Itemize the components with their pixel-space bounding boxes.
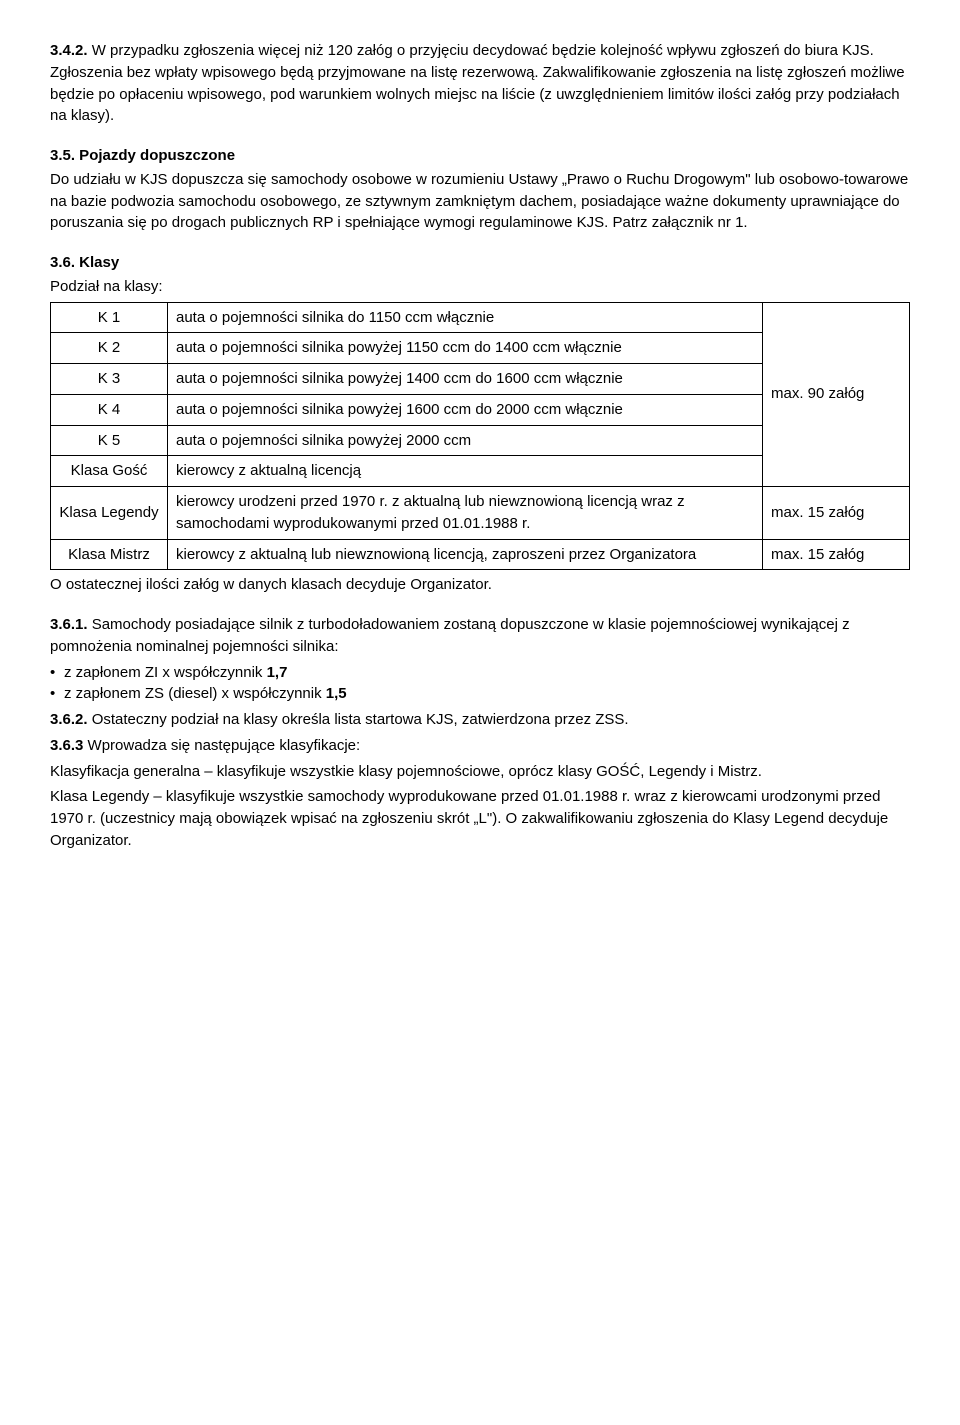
list-item: • z zapłonem ZS (diesel) x współczynnik … [50, 683, 910, 705]
class-cell: Klasa Gość [51, 456, 168, 487]
class-cell: K 1 [51, 302, 168, 333]
bullet-list: • z zapłonem ZI x współczynnik 1,7 • z z… [50, 662, 910, 706]
class-cell: K 2 [51, 333, 168, 364]
class-cell: K 3 [51, 364, 168, 395]
classification-line: Klasyfikacja generalna – klasyfikuje wsz… [50, 761, 910, 783]
class-cell: K 4 [51, 394, 168, 425]
section-3-6-2: 3.6.2. Ostateczny podział na klasy okreś… [50, 709, 910, 731]
bullet-icon: • [50, 662, 64, 684]
classification-line: Klasa Legendy – klasyfikuje wszystkie sa… [50, 786, 910, 851]
desc-cell: kierowcy urodzeni przed 1970 r. z aktual… [168, 487, 763, 540]
section-3-6-3: 3.6.3 Wprowadza się następujące klasyfik… [50, 735, 910, 852]
section-subheading: Podział na klasy: [50, 276, 910, 298]
section-number: 3.6.1. [50, 616, 88, 633]
max-cell: max. 15 załóg [763, 539, 910, 570]
bullet-text: z zapłonem ZI x współczynnik 1,7 [64, 662, 287, 684]
section-number: 3.6.2. [50, 711, 88, 728]
bullet-icon: • [50, 683, 64, 705]
bullet-pre: z zapłonem ZS (diesel) x współczynnik [64, 685, 326, 702]
class-table: K 1 auta o pojemności silnika do 1150 cc… [50, 302, 910, 571]
section-number: 3.4.2. [50, 42, 88, 59]
section-text: Ostateczny podział na klasy określa list… [88, 711, 629, 728]
section-text: Do udziału w KJS dopuszcza się samochody… [50, 169, 910, 234]
desc-cell: auta o pojemności silnika do 1150 ccm wł… [168, 302, 763, 333]
section-text: Samochody posiadające silnik z turbodoła… [50, 616, 850, 655]
section-number: 3.6.3 [50, 737, 83, 754]
bullet-bold: 1,7 [267, 664, 288, 681]
bullet-text: z zapłonem ZS (diesel) x współczynnik 1,… [64, 683, 347, 705]
class-cell: Klasa Mistrz [51, 539, 168, 570]
desc-cell: auta o pojemności silnika powyżej 1150 c… [168, 333, 763, 364]
max-cell: max. 15 załóg [763, 487, 910, 540]
class-cell: K 5 [51, 425, 168, 456]
list-item: • z zapłonem ZI x współczynnik 1,7 [50, 662, 910, 684]
max-cell: max. 90 załóg [763, 302, 910, 487]
desc-cell: kierowcy z aktualną lub niewznowioną lic… [168, 539, 763, 570]
class-cell: Klasa Legendy [51, 487, 168, 540]
section-3-6: 3.6. Klasy Podział na klasy: K 1 auta o … [50, 252, 910, 596]
bullet-pre: z zapłonem ZI x współczynnik [64, 664, 267, 681]
after-table-text: O ostatecznej ilości załóg w danych klas… [50, 574, 910, 596]
section-heading: 3.5. Pojazdy dopuszczone [50, 145, 910, 167]
table-row: Klasa Mistrz kierowcy z aktualną lub nie… [51, 539, 910, 570]
section-text: W przypadku zgłoszenia więcej niż 120 za… [50, 42, 905, 124]
desc-cell: auta o pojemności silnika powyżej 1400 c… [168, 364, 763, 395]
bullet-bold: 1,5 [326, 685, 347, 702]
table-row: Klasa Legendy kierowcy urodzeni przed 19… [51, 487, 910, 540]
section-text: Wprowadza się następujące klasyfikacje: [83, 737, 360, 754]
section-3-6-1: 3.6.1. Samochody posiadające silnik z tu… [50, 614, 910, 705]
desc-cell: auta o pojemności silnika powyżej 1600 c… [168, 394, 763, 425]
desc-cell: auta o pojemności silnika powyżej 2000 c… [168, 425, 763, 456]
table-row: K 1 auta o pojemności silnika do 1150 cc… [51, 302, 910, 333]
desc-cell: kierowcy z aktualną licencją [168, 456, 763, 487]
section-3-4-2: 3.4.2. W przypadku zgłoszenia więcej niż… [50, 40, 910, 127]
section-heading: 3.6. Klasy [50, 252, 910, 274]
section-3-5: 3.5. Pojazdy dopuszczone Do udziału w KJ… [50, 145, 910, 234]
